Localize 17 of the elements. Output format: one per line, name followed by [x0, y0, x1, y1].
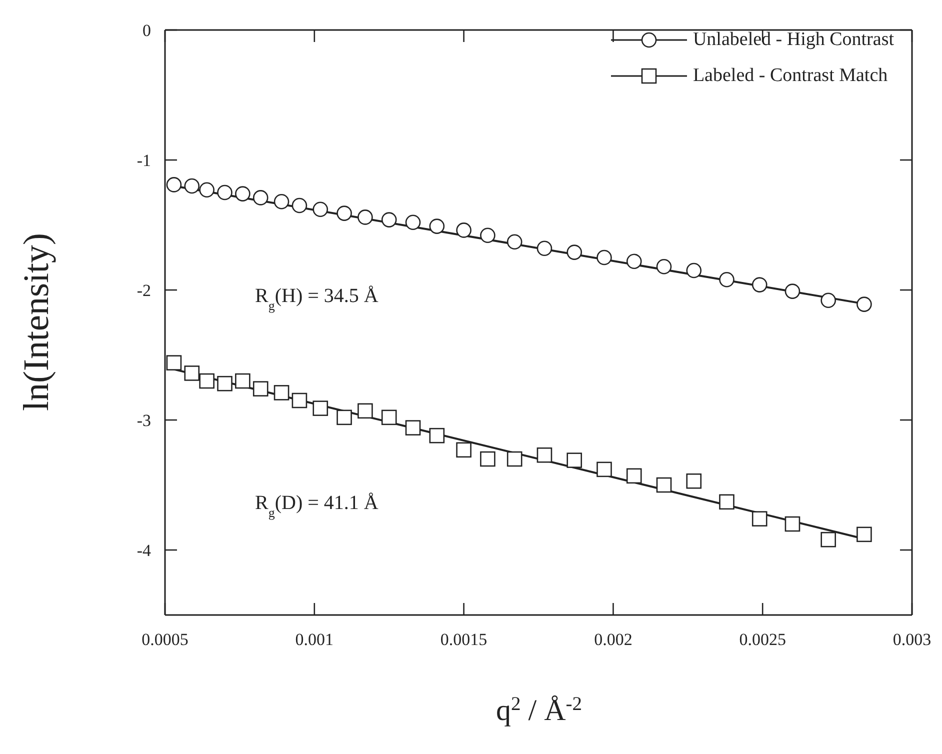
x-tick-label: 0.003 [892, 630, 932, 649]
legend-label: Labeled - Contrast Match [692, 65, 888, 87]
y-tick-label: -2 [136, 281, 151, 300]
y-tick-label: -4 [136, 541, 152, 560]
y-tick-label: -3 [136, 411, 151, 430]
x-tick-label: 0.0015 [440, 630, 488, 649]
x-tick-label: 0.0005 [142, 630, 188, 649]
x-axis-title: q$^{2}$ / Å$^{-2}$ [496, 694, 582, 727]
y-tick-label: -1 [136, 151, 151, 170]
x-tick-label: 0.002 [594, 630, 632, 649]
legend-label: Unlabeled - High Contrast [692, 29, 894, 51]
x-tick-label: 0.0025 [739, 630, 786, 649]
y-axis-title: ln(Intensity) [16, 233, 56, 411]
annotation: R$_{g}$(H) = 34.5 Å [255, 285, 379, 312]
annotation: R$_{g}$(D) = 41.1 Å [255, 492, 379, 520]
y-tick-label: 0 [142, 21, 151, 40]
x-tick-label: 0.001 [295, 630, 334, 649]
